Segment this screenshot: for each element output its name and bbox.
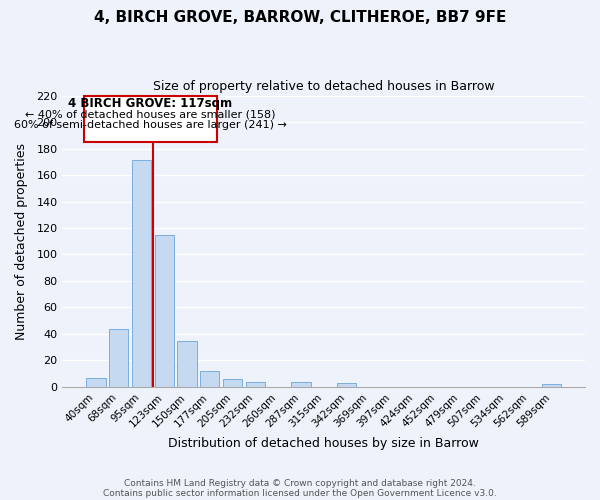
Title: Size of property relative to detached houses in Barrow: Size of property relative to detached ho…	[153, 80, 494, 93]
Text: Contains HM Land Registry data © Crown copyright and database right 2024.: Contains HM Land Registry data © Crown c…	[124, 478, 476, 488]
Text: 4, BIRCH GROVE, BARROW, CLITHEROE, BB7 9FE: 4, BIRCH GROVE, BARROW, CLITHEROE, BB7 9…	[94, 10, 506, 25]
Bar	[132, 160, 151, 387]
FancyBboxPatch shape	[85, 96, 217, 142]
Bar	[245, 382, 265, 387]
X-axis label: Distribution of detached houses by size in Barrow: Distribution of detached houses by size …	[168, 437, 479, 450]
Bar	[542, 384, 561, 387]
Text: 4 BIRCH GROVE: 117sqm: 4 BIRCH GROVE: 117sqm	[68, 97, 233, 110]
Bar	[337, 383, 356, 387]
Bar	[109, 328, 128, 387]
Text: 60% of semi-detached houses are larger (241) →: 60% of semi-detached houses are larger (…	[14, 120, 287, 130]
Bar	[291, 382, 311, 387]
Text: Contains public sector information licensed under the Open Government Licence v3: Contains public sector information licen…	[103, 488, 497, 498]
Bar	[200, 371, 220, 387]
Text: ← 40% of detached houses are smaller (158): ← 40% of detached houses are smaller (15…	[25, 109, 276, 119]
Bar	[155, 234, 174, 387]
Bar	[223, 379, 242, 387]
Y-axis label: Number of detached properties: Number of detached properties	[15, 143, 28, 340]
Bar	[86, 378, 106, 387]
Bar	[178, 340, 197, 387]
